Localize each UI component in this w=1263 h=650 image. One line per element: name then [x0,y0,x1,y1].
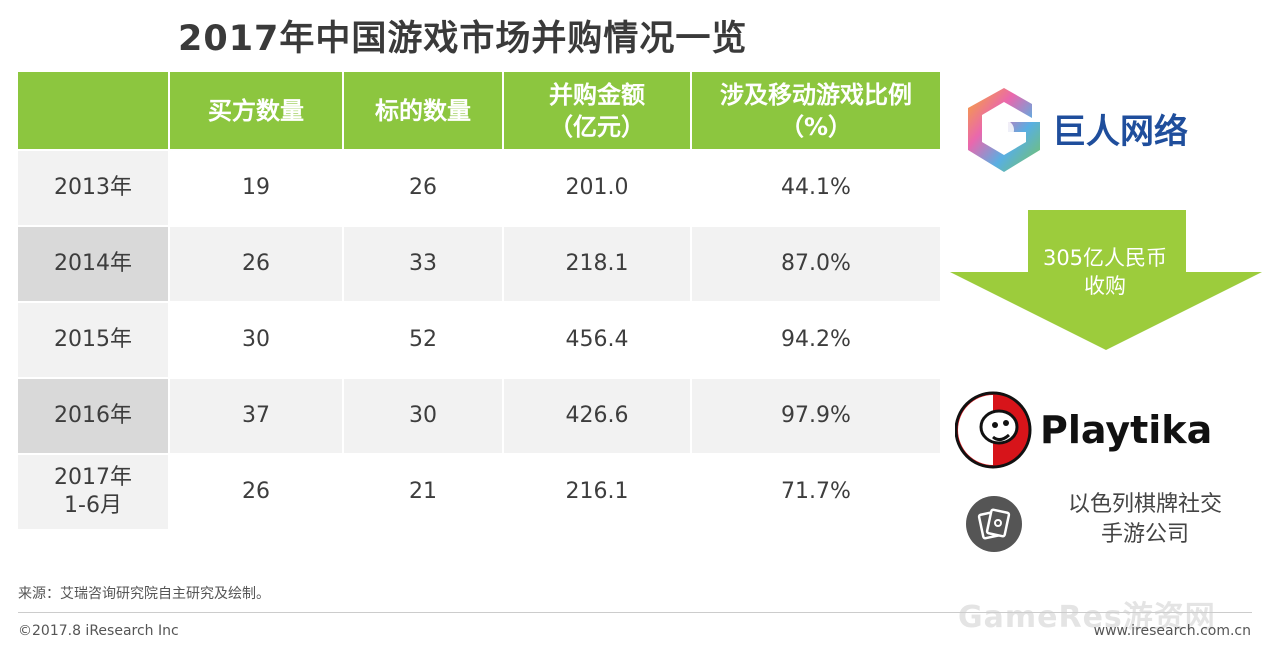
cell-buyers: 26 [170,225,344,301]
table-row: 2015年 30 52 456.4 94.2% [18,301,940,377]
cell-buyers: 26 [170,453,344,529]
cell-year: 2014年 [18,225,170,301]
header-cell-targets: 标的数量 [344,72,504,149]
cell-year: 2016年 [18,377,170,453]
cell-targets: 30 [344,377,504,453]
giant-network-logo: 巨人网络 [968,88,1188,172]
cell-year: 2017年 1-6月 [18,453,170,529]
svg-text:巨人网络: 巨人网络 [1052,112,1188,152]
header-cell-amount: 并购金额 （亿元） [504,72,692,149]
cell-amount: 456.4 [504,301,692,377]
source-note: 来源：艾瑞咨询研究院自主研究及绘制。 [18,586,270,602]
table-row: 2016年 37 30 426.6 97.9% [18,377,940,453]
svg-text:Playtika: Playtika [1040,408,1212,452]
watermark: GameRes游资网 [958,600,1216,635]
cell-buyers: 37 [170,377,344,453]
cell-mobile-pct: 71.7% [692,453,940,529]
cell-year: 2013年 [18,149,170,225]
cell-buyers: 30 [170,301,344,377]
cell-mobile-pct: 87.0% [692,225,940,301]
playtika-logo: Playtika [955,391,1212,469]
ma-table: 买方数量 标的数量 并购金额 （亿元） 涉及移动游戏比例 （%） 2013年 1… [18,72,940,529]
copyright: ©2017.8 iResearch Inc [18,623,179,639]
footer-divider [18,612,1252,613]
header-cell-mobile-pct: 涉及移动游戏比例 （%） [692,72,940,149]
page-title: 2017年中国游戏市场并购情况一览 [178,19,748,59]
cell-targets: 33 [344,225,504,301]
cell-amount: 426.6 [504,377,692,453]
cell-targets: 26 [344,149,504,225]
cell-amount: 218.1 [504,225,692,301]
table-header-row: 买方数量 标的数量 并购金额 （亿元） 涉及移动游戏比例 （%） [18,72,940,149]
website-link[interactable]: www.iresearch.com.cn [1093,623,1251,639]
cell-mobile-pct: 97.9% [692,377,940,453]
acquisition-arrow [950,210,1262,350]
cell-mobile-pct: 44.1% [692,149,940,225]
table-row: 2013年 19 26 201.0 44.1% [18,149,940,225]
header-cell-year [18,72,170,149]
cell-targets: 21 [344,453,504,529]
table-row: 2014年 26 33 218.1 87.0% [18,225,940,301]
cell-year: 2015年 [18,301,170,377]
target-description: 以色列棋牌社交 手游公司 [1067,492,1222,547]
table-row: 2017年 1-6月 26 21 216.1 71.7% [18,453,940,529]
cell-amount: 201.0 [504,149,692,225]
cell-mobile-pct: 94.2% [692,301,940,377]
cell-amount: 216.1 [504,453,692,529]
cards-icon [966,496,1022,552]
cell-targets: 52 [344,301,504,377]
deal-amount-label: 305亿人民币 收购 [1042,246,1168,298]
header-cell-buyers: 买方数量 [170,72,344,149]
cell-buyers: 19 [170,149,344,225]
